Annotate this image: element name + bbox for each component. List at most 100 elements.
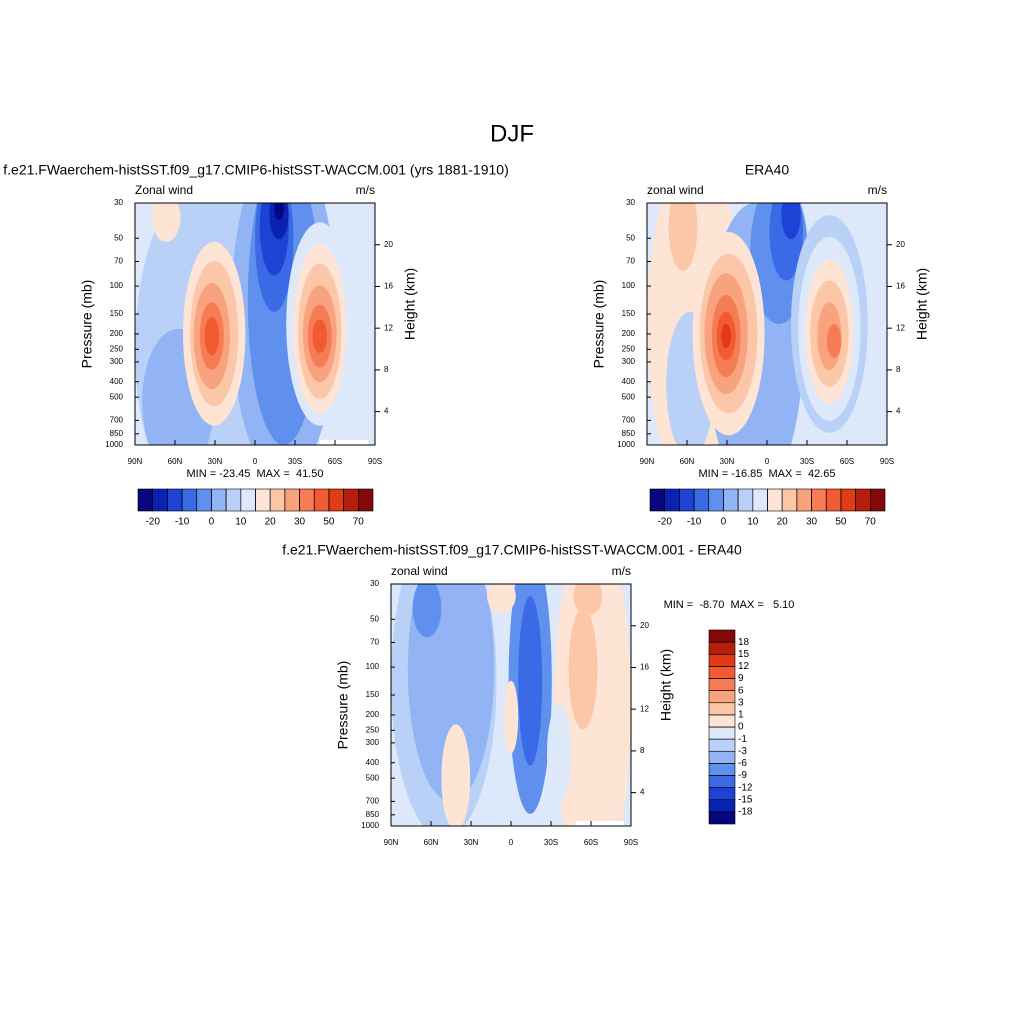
y2-tick-label: 8	[896, 365, 901, 374]
colorbar-label: -10	[687, 517, 702, 528]
x-tick-label: 0	[509, 838, 514, 847]
colorbar-box	[299, 488, 315, 512]
y-axis-label: Pressure (mb)	[335, 661, 351, 750]
colorbar-box	[708, 811, 736, 825]
colorbar-box	[196, 488, 212, 512]
colorbar-label: -10	[175, 517, 190, 528]
colorbar-box	[358, 488, 374, 512]
colorbar-box	[870, 488, 886, 512]
y-tick-label: 1000	[617, 440, 635, 449]
colorbar-box	[708, 799, 736, 813]
colorbar-box	[167, 488, 183, 512]
y2-tick-label: 12	[384, 323, 393, 332]
colorbar-box	[240, 488, 256, 512]
contour-fill	[668, 203, 698, 271]
panel-title: f.e21.FWaerchem-histSST.f09_g17.CMIP6-hi…	[3, 162, 508, 178]
colorbar-label: -18	[738, 807, 753, 818]
y-tick-label: 200	[366, 710, 380, 719]
colorbar-box	[767, 488, 783, 512]
y-tick-label: 250	[110, 344, 124, 353]
y2-axis-label: Height (km)	[914, 268, 930, 340]
y-tick-label: 50	[370, 614, 379, 623]
colorbar-box	[708, 653, 736, 667]
colorbar-box	[255, 488, 271, 512]
y-tick-label: 850	[366, 810, 380, 819]
colorbar-box	[152, 488, 168, 512]
y-tick-label: 30	[626, 198, 635, 207]
y-tick-label: 50	[114, 233, 123, 242]
y2-tick-label: 16	[384, 282, 393, 291]
colorbar-box	[269, 488, 286, 512]
colorbar-label: 0	[209, 517, 215, 528]
colorbar-label: -20	[657, 517, 672, 528]
x-tick-label: 60S	[840, 457, 854, 466]
y-tick-label: 850	[622, 429, 636, 438]
x-tick-label: 60N	[680, 457, 695, 466]
y-tick-label: 850	[110, 429, 124, 438]
colorbar-box	[840, 488, 856, 512]
y2-axis-label: Height (km)	[658, 649, 674, 721]
contour-fill	[568, 608, 598, 730]
right-label: m/s	[356, 183, 375, 197]
y2-tick-label: 16	[640, 663, 649, 672]
colorbar-box	[708, 678, 736, 691]
y-tick-label: 30	[370, 579, 379, 588]
y2-tick-label: 8	[640, 746, 645, 755]
colorbar-label: -12	[738, 782, 753, 793]
contour-fill	[547, 705, 571, 802]
colorbar-box	[708, 750, 736, 764]
contour-fill	[441, 724, 471, 826]
figure-title: DJF	[490, 120, 534, 147]
contour-fill	[721, 324, 731, 349]
y-tick-label: 100	[110, 281, 124, 290]
y2-tick-label: 8	[384, 365, 389, 374]
x-tick-label: 0	[765, 457, 770, 466]
right-label: m/s	[612, 564, 631, 578]
stats-label: MIN = -16.85 MAX = 42.65	[699, 468, 836, 480]
colorbar-label: 1	[738, 710, 744, 721]
x-tick-label: 60S	[584, 838, 598, 847]
contour-fill	[407, 584, 495, 802]
contour-fill	[204, 316, 219, 356]
colorbar-box	[708, 763, 736, 776]
y-tick-label: 300	[110, 357, 124, 366]
colorbar-label: -6	[738, 758, 747, 769]
colorbar-label: -20	[145, 517, 160, 528]
colorbar-box	[664, 488, 680, 512]
colorbar-label: 6	[738, 685, 744, 696]
y-tick-label: 70	[370, 638, 379, 647]
colorbar-label: 10	[235, 517, 247, 528]
colorbar-box	[211, 488, 227, 512]
panel-title: ERA40	[745, 162, 790, 178]
y-tick-label: 150	[622, 309, 636, 318]
x-tick-label: 90S	[624, 838, 638, 847]
contour-fill	[412, 584, 442, 638]
y-tick-label: 250	[622, 344, 636, 353]
contour-fill	[487, 584, 516, 614]
x-tick-label: 90N	[128, 457, 143, 466]
colorbar-box	[313, 488, 330, 512]
y-tick-label: 30	[114, 198, 123, 207]
colorbar-box	[708, 787, 736, 801]
contour-fill	[269, 203, 289, 240]
colorbar-box	[855, 488, 871, 512]
y-tick-label: 500	[366, 773, 380, 782]
contour-fill	[573, 584, 603, 616]
x-tick-label: 30N	[464, 838, 479, 847]
colorbar-box	[679, 488, 695, 512]
colorbar-label: 10	[747, 517, 759, 528]
x-tick-label: 30N	[208, 457, 223, 466]
x-tick-label: 90S	[368, 457, 382, 466]
contour-fill	[827, 324, 842, 358]
colorbar-box	[693, 488, 710, 512]
y-tick-label: 70	[626, 257, 635, 266]
colorbar-box	[781, 488, 798, 512]
contour-field	[647, 203, 887, 445]
colorbar-box	[649, 488, 665, 512]
colorbar-box	[825, 488, 842, 512]
colorbar-box	[752, 488, 768, 512]
colorbar-box	[708, 775, 736, 788]
contour-field	[135, 203, 375, 445]
colorbar-box	[137, 488, 153, 512]
y-tick-label: 300	[366, 738, 380, 747]
